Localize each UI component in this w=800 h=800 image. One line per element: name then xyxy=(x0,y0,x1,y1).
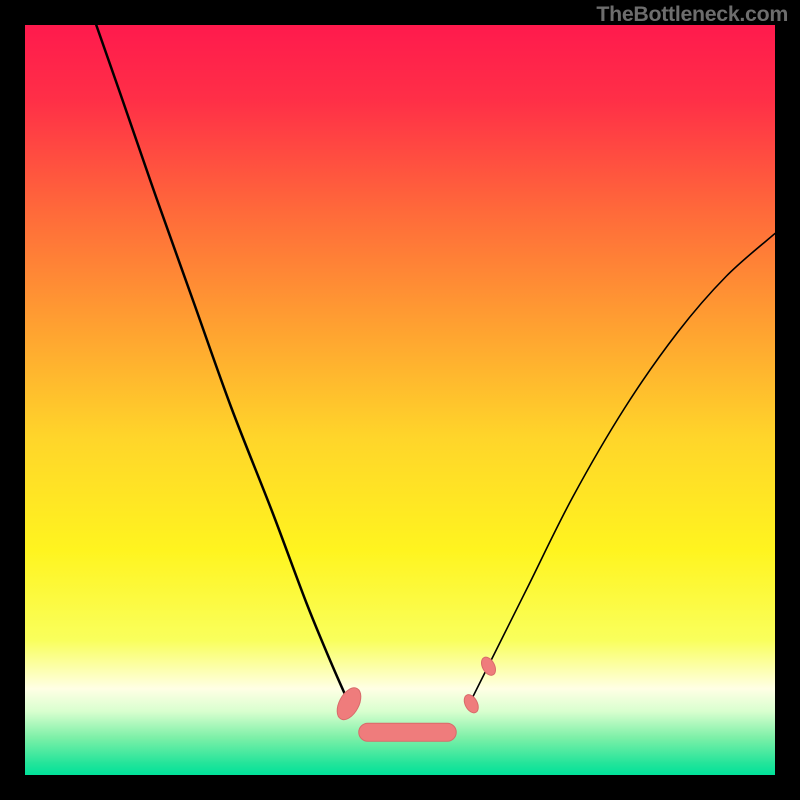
capsule-mark-2 xyxy=(479,655,499,678)
runway-mark xyxy=(359,723,457,741)
capsule-mark-1 xyxy=(461,692,481,715)
plot-area xyxy=(25,25,775,775)
curve-layer xyxy=(25,25,775,775)
curve-right-branch xyxy=(471,234,775,701)
watermark-text: TheBottleneck.com xyxy=(596,2,788,27)
bottom-marks-group xyxy=(332,655,498,741)
chart-frame: TheBottleneck.com xyxy=(0,0,800,800)
curve-left-branch xyxy=(96,25,347,700)
capsule-mark-0 xyxy=(332,684,365,724)
